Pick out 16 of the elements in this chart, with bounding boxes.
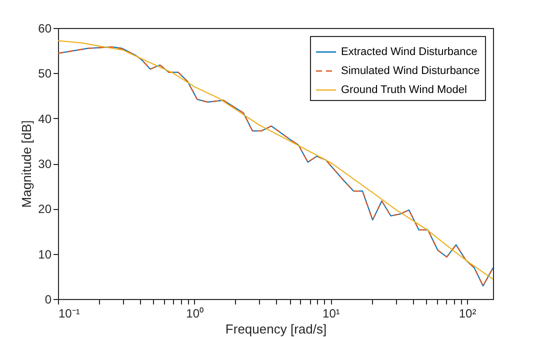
- x-tick-label: 10¹: [322, 306, 340, 320]
- y-tick-label: 0: [44, 292, 52, 306]
- legend-label: Ground Truth Wind Model: [341, 84, 467, 96]
- y-tick-label: 30: [38, 157, 52, 171]
- x-tick-label: 10²: [458, 306, 476, 320]
- legend-label: Extracted Wind Disturbance: [341, 46, 478, 58]
- y-tick-label: 20: [38, 202, 52, 216]
- y-tick-label: 60: [38, 22, 52, 36]
- x-tick-label: 10⁰: [186, 306, 204, 320]
- y-tick-label: 10: [38, 247, 52, 262]
- legend-label: Simulated Wind Disturbance: [341, 65, 480, 77]
- x-tick-label: 10⁻¹: [58, 306, 80, 320]
- y-tick-label: 40: [38, 112, 52, 126]
- y-axis-title: Magnitude [dB]: [19, 120, 34, 208]
- y-tick-label: 50: [38, 66, 52, 81]
- x-axis-title: Frequency [rad/s]: [225, 322, 327, 336]
